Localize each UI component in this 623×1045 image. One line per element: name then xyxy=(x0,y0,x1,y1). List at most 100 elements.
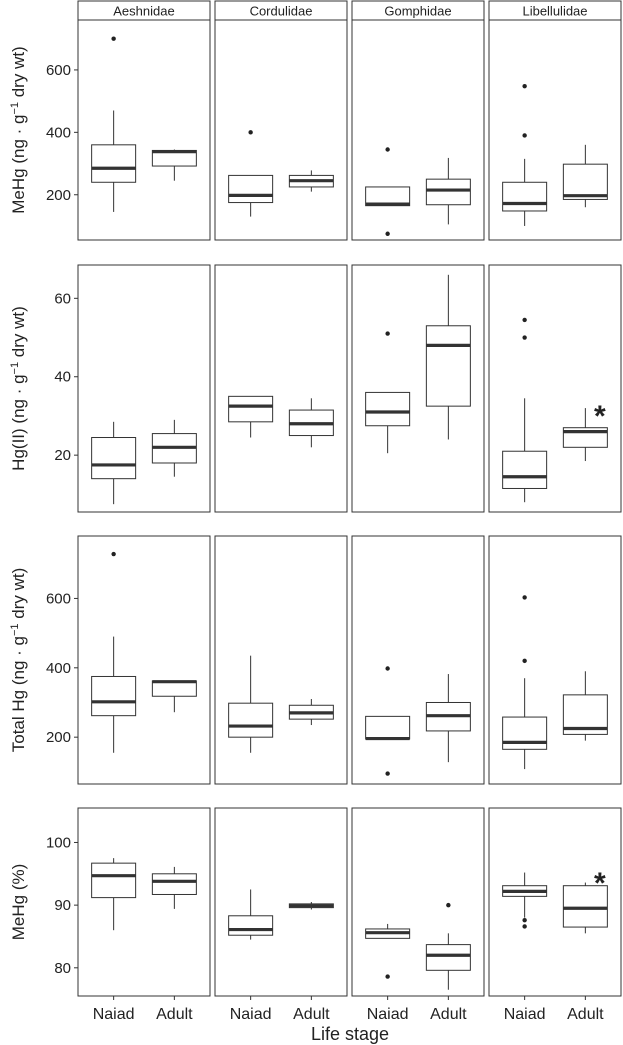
x-axis-title: Life stage xyxy=(311,1024,389,1044)
facet-panel xyxy=(351,535,485,785)
facet-strips: Aeshnidae Cordulidae Gomphidae Libellulidae xyxy=(77,0,622,21)
x-axis-labels: Naiad Adult Naiad Adult Naiad Adult Naiad Adult xyxy=(93,996,604,1023)
y-axis-title-tail: dry wt) xyxy=(9,568,28,624)
iqr-box xyxy=(425,178,471,206)
boxplot-adult xyxy=(425,902,471,990)
outlier-point xyxy=(522,924,527,929)
iqr-box xyxy=(562,885,608,928)
panel-row: MeHg (%) 80 90 100 * xyxy=(9,807,622,997)
iqr-box xyxy=(502,450,548,489)
x-tick-label: Adult xyxy=(567,1006,604,1023)
boxplot-adult xyxy=(425,674,471,763)
boxplot-adult xyxy=(562,408,608,462)
boxplot-adult xyxy=(151,149,197,181)
facet-strip-label: Gomphidae xyxy=(384,4,451,19)
boxplot-naiad xyxy=(365,923,411,979)
panel-frame xyxy=(351,535,485,785)
boxplot-naiad xyxy=(365,147,411,236)
facet-panel xyxy=(214,19,348,241)
panel-frame xyxy=(214,807,348,997)
panel-frame xyxy=(488,807,622,997)
outlier-point xyxy=(385,147,390,152)
iqr-box xyxy=(91,862,137,899)
iqr-box xyxy=(502,716,548,750)
outlier-point xyxy=(522,658,527,664)
y-tick-label: 60 xyxy=(54,290,71,307)
facet-panel xyxy=(351,807,485,997)
iqr-box xyxy=(151,873,197,895)
iqr-box xyxy=(562,163,608,200)
y-tick-label: 600 xyxy=(46,590,71,607)
y-axis-title-superscript: −1 xyxy=(9,362,21,375)
boxplot-adult xyxy=(151,680,197,713)
facet-panel xyxy=(488,807,622,997)
outlier-point xyxy=(522,317,527,323)
iqr-box xyxy=(91,144,137,183)
boxplot-naiad xyxy=(365,666,411,776)
panel-row: Hg(II) (ng · g−1 dry wt) 20 40 60 * xyxy=(9,264,622,513)
outlier-point xyxy=(111,36,116,41)
y-axis-title: Total Hg (ng · g−1 dry wt) xyxy=(9,568,28,753)
facet-panel xyxy=(214,807,348,997)
y-axis-title: MeHg (%) xyxy=(9,864,28,941)
panel-frame xyxy=(351,19,485,241)
outlier-point xyxy=(385,231,390,236)
panel-row: Total Hg (ng · g−1 dry wt) 200 400 600 xyxy=(9,535,622,785)
boxplot-naiad xyxy=(502,595,548,770)
iqr-box xyxy=(228,702,274,738)
facet-panel xyxy=(351,19,485,241)
y-axis-title-superscript: −1 xyxy=(9,623,21,636)
panel-row: MeHg (ng · g−1 dry wt) 200 400 600 xyxy=(9,19,622,241)
x-tick-label: Naiad xyxy=(367,1006,409,1023)
boxplot-naiad xyxy=(228,130,274,217)
outlier-point xyxy=(522,335,527,340)
outlier-point xyxy=(111,551,116,557)
outlier-point xyxy=(385,331,390,336)
outlier-point xyxy=(446,902,451,908)
boxplot-naiad xyxy=(365,331,411,454)
facet-panel xyxy=(488,264,622,513)
boxplot-adult xyxy=(562,144,608,208)
facet-panel xyxy=(214,535,348,785)
x-tick-label: Adult xyxy=(430,1006,467,1023)
iqr-box xyxy=(502,181,548,212)
panel-frame xyxy=(214,535,348,785)
boxplot-adult xyxy=(425,157,471,225)
facet-panel xyxy=(77,535,211,785)
y-axis-title: MeHg (ng · g−1 dry wt) xyxy=(9,46,28,213)
x-tick-label: Naiad xyxy=(504,1006,546,1023)
iqr-box xyxy=(228,174,274,204)
x-tick-label: Adult xyxy=(156,1006,193,1023)
facet-panel xyxy=(77,264,211,513)
y-tick-label: 80 xyxy=(54,960,71,977)
outlier-point xyxy=(522,83,527,89)
boxplot-naiad xyxy=(502,872,548,929)
boxplot-naiad xyxy=(502,317,548,503)
boxplot-adult xyxy=(562,671,608,741)
facet-strip-label: Aeshnidae xyxy=(113,4,174,19)
y-axis-title-main: Hg(II) (ng · g xyxy=(9,374,28,470)
boxplot-naiad xyxy=(91,858,137,931)
y-tick-label: 100 xyxy=(46,834,71,851)
boxplot-adult xyxy=(288,699,334,726)
outlier-point xyxy=(522,917,527,923)
iqr-box xyxy=(228,915,274,936)
panel-frame xyxy=(214,19,348,241)
boxplot-naiad xyxy=(228,395,274,438)
y-tick-label: 400 xyxy=(46,124,71,141)
iqr-box xyxy=(425,944,471,971)
x-tick-label: Naiad xyxy=(230,1006,272,1023)
facet-panel xyxy=(214,264,348,513)
outlier-point xyxy=(248,130,253,135)
boxplot-naiad xyxy=(228,655,274,753)
boxplot-adult xyxy=(288,902,334,910)
outlier-point xyxy=(522,133,527,138)
panel-frame xyxy=(214,264,348,513)
x-tick-label: Naiad xyxy=(93,1006,135,1023)
panel-frame xyxy=(77,535,211,785)
y-axis-title-main: MeHg (ng · g xyxy=(9,115,28,214)
y-axis-title-superscript: −1 xyxy=(9,102,21,115)
iqr-box xyxy=(228,395,274,423)
